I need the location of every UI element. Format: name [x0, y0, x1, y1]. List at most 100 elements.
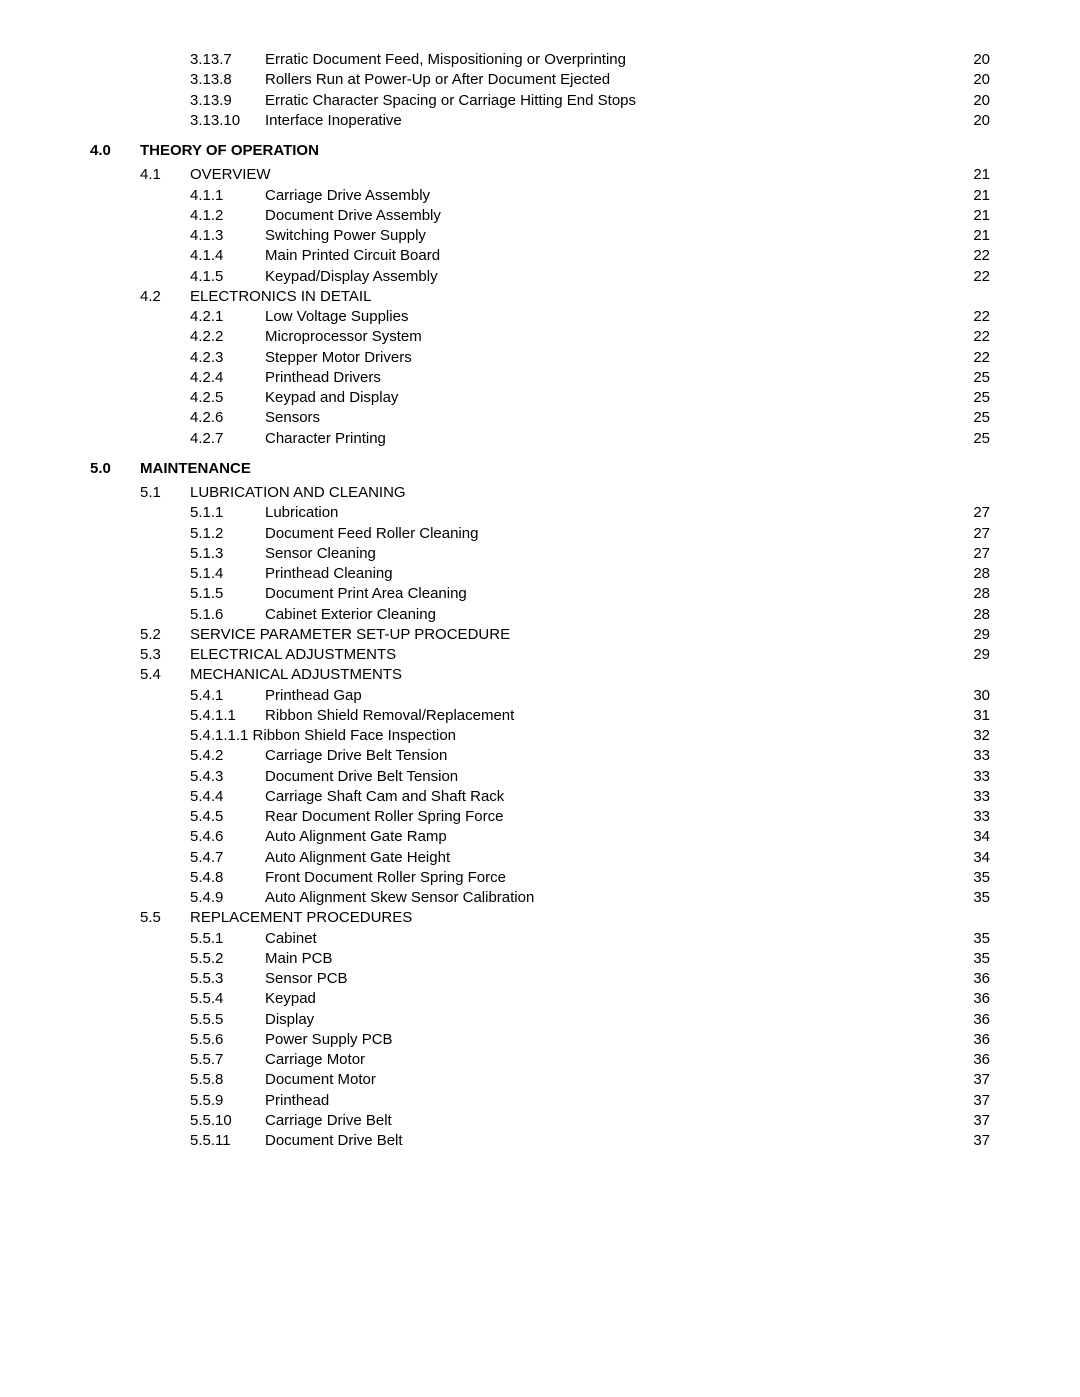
page-number: 35	[950, 888, 990, 908]
subsection-number: 4.2	[140, 287, 190, 307]
toc-entry: 5.5.4Keypad36	[90, 989, 990, 1009]
subsubsection-number: 3.13.9	[190, 91, 265, 111]
subsubsection-number: 5.1.3	[190, 544, 265, 564]
subsubsection-title: Switching Power Supply	[265, 226, 950, 246]
subsubsection-number: 5.5.4	[190, 989, 265, 1009]
toc-entry: 4.2.2Microprocessor System22	[90, 327, 990, 347]
subsubsection-title: Ribbon Shield Removal/Replacement	[265, 706, 950, 726]
page-number: 32	[950, 726, 990, 746]
toc-entry: 5.1.1Lubrication27	[90, 503, 990, 523]
toc-entry: 5.5.11Document Drive Belt37	[90, 1131, 990, 1151]
subsubsection-number: 3.13.10	[190, 111, 265, 131]
subsection-title: LUBRICATION AND CLEANING	[190, 483, 990, 503]
subsubsection-title: Carriage Motor	[265, 1050, 950, 1070]
subsubsection-title: Lubrication	[265, 503, 950, 523]
page-number: 20	[950, 50, 990, 70]
page-number: 22	[950, 327, 990, 347]
toc-entry: 5.4.1.1.1 Ribbon Shield Face Inspection3…	[90, 726, 990, 746]
page-number: 36	[950, 989, 990, 1009]
subsubsection-title: Carriage Shaft Cam and Shaft Rack	[265, 787, 950, 807]
subsubsection-number: 5.5.6	[190, 1030, 265, 1050]
subsubsection-title: Microprocessor System	[265, 327, 950, 347]
page-number: 36	[950, 1050, 990, 1070]
toc-entry: 5.4.1.1Ribbon Shield Removal/Replacement…	[90, 706, 990, 726]
toc-entry: 5.4.7Auto Alignment Gate Height34	[90, 848, 990, 868]
subsubsection-number: 5.5.2	[190, 949, 265, 969]
page-number: 28	[950, 584, 990, 604]
subsection-title: OVERVIEW	[190, 165, 950, 185]
subsubsection-title: Front Document Roller Spring Force	[265, 868, 950, 888]
subsubsection-number: 4.2.5	[190, 388, 265, 408]
subsubsection-title: Auto Alignment Gate Ramp	[265, 827, 950, 847]
page-number: 21	[950, 186, 990, 206]
spacer	[90, 449, 990, 459]
toc-entry: 5.1.3Sensor Cleaning27	[90, 544, 990, 564]
subsection-number: 5.5	[140, 908, 190, 928]
page-number: 27	[950, 544, 990, 564]
subsubsection-number: 4.1.3	[190, 226, 265, 246]
subsubsection-title: Erratic Document Feed, Mispositioning or…	[265, 50, 950, 70]
subsubsection-title: Power Supply PCB	[265, 1030, 950, 1050]
toc-entry: 4.2.4Printhead Drivers25	[90, 368, 990, 388]
toc-entry: 5.4.5Rear Document Roller Spring Force33	[90, 807, 990, 827]
subsubsection-number: 5.5.5	[190, 1010, 265, 1030]
toc-entry: 3.13.9Erratic Character Spacing or Carri…	[90, 91, 990, 111]
toc-entry: 5.4.6Auto Alignment Gate Ramp34	[90, 827, 990, 847]
page-number: 33	[950, 787, 990, 807]
subsubsection-title: Sensor Cleaning	[265, 544, 950, 564]
subsubsection-number: 4.2.3	[190, 348, 265, 368]
page-number: 20	[950, 70, 990, 90]
subsubsection-number: 5.4.8	[190, 868, 265, 888]
subsubsection-title: Carriage Drive Belt	[265, 1111, 950, 1131]
subsubsection-title: Low Voltage Supplies	[265, 307, 950, 327]
subsubsection-title: Keypad	[265, 989, 950, 1009]
page-number: 27	[950, 503, 990, 523]
subsubsection-title: Auto Alignment Gate Height	[265, 848, 950, 868]
spacer	[90, 131, 990, 141]
subsubsection-number: 5.5.8	[190, 1070, 265, 1090]
toc-entry: 5.5.8Document Motor37	[90, 1070, 990, 1090]
subsubsection-number: 5.1.1	[190, 503, 265, 523]
page-number: 33	[950, 807, 990, 827]
toc-entry: 5.1LUBRICATION AND CLEANING	[90, 483, 990, 503]
subsubsection-number: 5.4.6	[190, 827, 265, 847]
subsubsection-number: 4.1.5	[190, 267, 265, 287]
subsubsection-title: Keypad/Display Assembly	[265, 267, 950, 287]
toc-entry: 5.5.5Display36	[90, 1010, 990, 1030]
subsubsection-title: Printhead	[265, 1091, 950, 1111]
subsubsection-number: 4.1.1	[190, 186, 265, 206]
subsubsection-number: 5.4.7	[190, 848, 265, 868]
toc-entry: 5.5.3Sensor PCB36	[90, 969, 990, 989]
subsubsection-title: Document Motor	[265, 1070, 950, 1090]
subsection-title: MECHANICAL ADJUSTMENTS	[190, 665, 990, 685]
subsubsection-number: 5.4.4	[190, 787, 265, 807]
subsubsection-number: 5.4.1.1	[190, 706, 265, 726]
toc-entry: 4.1.1Carriage Drive Assembly21	[90, 186, 990, 206]
page-number: 25	[950, 388, 990, 408]
subsubsection-number: 4.2.7	[190, 429, 265, 449]
subsubsection-number: 5.1.6	[190, 605, 265, 625]
toc-entry: 4.2.1Low Voltage Supplies22	[90, 307, 990, 327]
toc-entry: 5.4.8Front Document Roller Spring Force3…	[90, 868, 990, 888]
subsubsection-number: 5.1.5	[190, 584, 265, 604]
subsubsection-number: 5.5.10	[190, 1111, 265, 1131]
page-number: 22	[950, 307, 990, 327]
toc-entry: 5.4.9Auto Alignment Skew Sensor Calibrat…	[90, 888, 990, 908]
subsubsection-title: Carriage Drive Assembly	[265, 186, 950, 206]
toc-entry: 4.2ELECTRONICS IN DETAIL	[90, 287, 990, 307]
table-of-contents: 3.13.7Erratic Document Feed, Misposition…	[90, 50, 990, 1151]
page-number: 22	[950, 267, 990, 287]
subsubsection-number: 5.5.7	[190, 1050, 265, 1070]
page-number: 22	[950, 348, 990, 368]
toc-entry: 4.2.3Stepper Motor Drivers22	[90, 348, 990, 368]
subsubsection-title: Character Printing	[265, 429, 950, 449]
page-number: 31	[950, 706, 990, 726]
page-number: 25	[950, 368, 990, 388]
subsubsection-title: 5.4.1.1.1 Ribbon Shield Face Inspection	[190, 726, 950, 746]
toc-entry: 5.4.1Printhead Gap30	[90, 686, 990, 706]
subsubsection-number: 5.4.5	[190, 807, 265, 827]
page-number: 27	[950, 524, 990, 544]
subsubsection-title: Main Printed Circuit Board	[265, 246, 950, 266]
toc-entry: 4.1.4Main Printed Circuit Board22	[90, 246, 990, 266]
subsubsection-title: Sensors	[265, 408, 950, 428]
